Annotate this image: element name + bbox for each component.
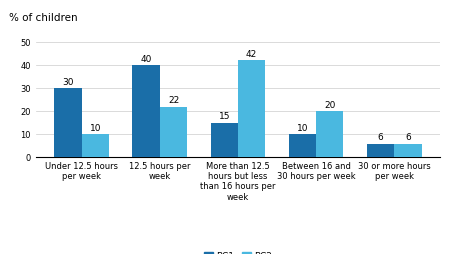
Bar bbox=[211, 123, 238, 157]
Bar bbox=[316, 111, 343, 157]
Text: 10: 10 bbox=[89, 124, 101, 133]
Bar bbox=[160, 107, 187, 157]
Text: 22: 22 bbox=[168, 96, 179, 105]
Bar bbox=[54, 88, 82, 157]
Text: 15: 15 bbox=[219, 112, 230, 121]
Bar bbox=[238, 60, 265, 157]
Text: % of children: % of children bbox=[9, 13, 78, 23]
Bar bbox=[132, 65, 160, 157]
Text: 42: 42 bbox=[246, 50, 257, 59]
Bar bbox=[367, 144, 394, 157]
Text: 6: 6 bbox=[405, 133, 411, 142]
Legend: BC1, BC2: BC1, BC2 bbox=[200, 248, 276, 254]
Bar bbox=[289, 134, 316, 157]
Text: 6: 6 bbox=[378, 133, 383, 142]
Text: 20: 20 bbox=[324, 101, 335, 110]
Bar bbox=[394, 144, 422, 157]
Text: 40: 40 bbox=[141, 55, 152, 64]
Text: 10: 10 bbox=[297, 124, 308, 133]
Text: 30: 30 bbox=[62, 77, 74, 87]
Bar bbox=[82, 134, 109, 157]
